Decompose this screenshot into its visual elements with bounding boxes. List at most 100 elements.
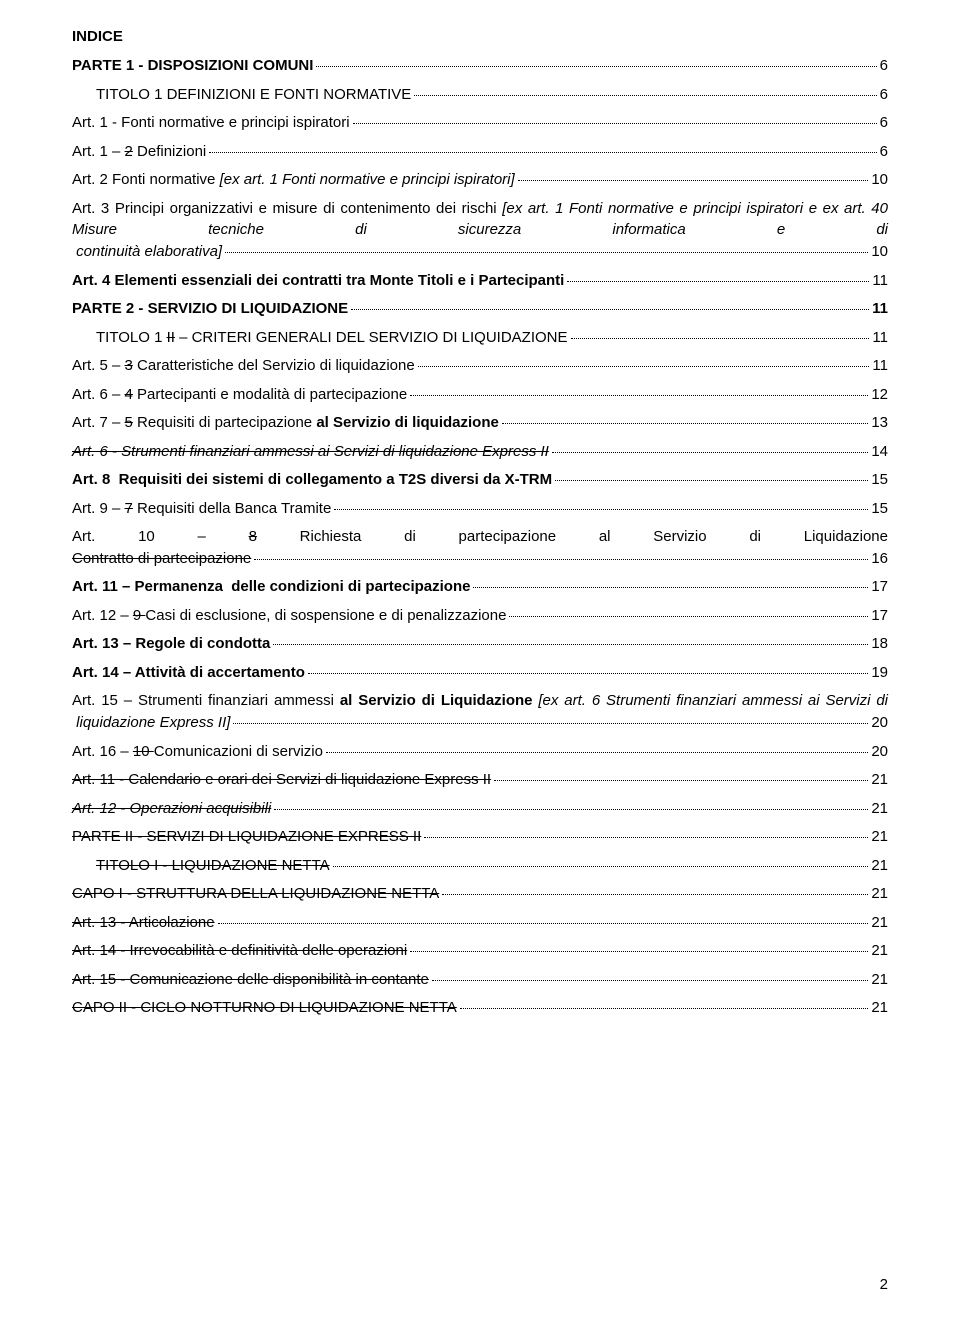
page-number: 2 xyxy=(880,1276,888,1293)
toc-leader-dots xyxy=(308,673,868,674)
toc-entry-text: Art. 12 - Operazioni acquisibili xyxy=(72,798,271,821)
toc-entry: Art. 6 – 4 Partecipanti e modalità di pa… xyxy=(72,384,888,407)
toc-entry-text: Art. 4 Elementi essenziali dei contratti… xyxy=(72,270,564,293)
toc-leader-dots xyxy=(209,152,876,153)
document-page: INDICE PARTE 1 - DISPOSIZIONI COMUNI6TIT… xyxy=(0,0,960,1317)
toc-leader-dots xyxy=(502,423,868,424)
toc-page-number: 11 xyxy=(872,270,888,293)
toc-entry-text: Art. 6 - Strumenti finanziari ammessi ai… xyxy=(72,441,549,464)
toc-page-number: 19 xyxy=(871,662,888,685)
toc-entry-text-tail: continuità elaborativa] xyxy=(72,241,222,264)
toc-entry: Art. 14 - Irrevocabilità e definitività … xyxy=(72,940,888,963)
toc-entry: Art. 1 – 2 Definizioni 6 xyxy=(72,141,888,164)
toc-page-number: 11 xyxy=(872,298,888,321)
toc-leader-dots xyxy=(555,480,868,481)
toc-leader-dots xyxy=(218,923,869,924)
toc-entry-text: Art. 9 – 7 Requisiti della Banca Tramite xyxy=(72,498,331,521)
toc-entry-text: PARTE 1 - DISPOSIZIONI COMUNI xyxy=(72,55,313,78)
toc-entry: Art. 5 – 3 Caratteristiche del Servizio … xyxy=(72,355,888,378)
toc-entry: Art. 7 – 5 Requisiti di partecipazione a… xyxy=(72,412,888,435)
toc-page-number: 10 xyxy=(871,241,888,264)
toc-entry: TITOLO I - LIQUIDAZIONE NETTA 21 xyxy=(72,855,888,878)
toc-page-number: 11 xyxy=(872,327,888,350)
toc-entry: PARTE 2 - SERVIZIO DI LIQUIDAZIONE 11 xyxy=(72,298,888,321)
toc-leader-dots xyxy=(567,281,869,282)
toc-page-number: 11 xyxy=(872,355,888,378)
toc-leader-dots xyxy=(414,95,876,96)
toc-entry: PARTE 1 - DISPOSIZIONI COMUNI6 xyxy=(72,55,888,78)
toc-entry: Art. 13 - Articolazione21 xyxy=(72,912,888,935)
toc-entry: Art. 14 – Attività di accertamento 19 xyxy=(72,662,888,685)
toc-entry: Art. 12 – 9 Casi di esclusione, di sospe… xyxy=(72,605,888,628)
toc-entry-lastline: continuità elaborativa] 10 xyxy=(72,241,888,264)
toc-entry-text: PARTE II - SERVIZI DI LIQUIDAZIONE EXPRE… xyxy=(72,826,421,849)
toc-leader-dots xyxy=(460,1008,869,1009)
toc-page-number: 18 xyxy=(871,633,888,656)
toc-leader-dots xyxy=(273,644,868,645)
toc-leader-dots xyxy=(442,894,868,895)
toc-entry-text: TITOLO I - LIQUIDAZIONE NETTA xyxy=(96,855,330,878)
toc-leader-dots xyxy=(418,366,870,367)
toc-entry-text: Art. 2 Fonti normative [ex art. 1 Fonti … xyxy=(72,169,515,192)
toc-page-number: 20 xyxy=(871,741,888,764)
toc-page-number: 13 xyxy=(871,412,888,435)
toc-entry-lastline: liquidazione Express II] 20 xyxy=(72,712,888,735)
toc-leader-dots xyxy=(432,980,868,981)
toc-leader-dots xyxy=(410,951,868,952)
toc-entry-text: Art. 14 - Irrevocabilità e definitività … xyxy=(72,940,407,963)
toc-entry-text-head: Art. 15 – Strumenti finanziari ammessi a… xyxy=(72,690,888,712)
toc-page-number: 6 xyxy=(880,84,888,107)
toc-entry-text: Art. 14 – Attività di accertamento xyxy=(72,662,305,685)
toc-entry-text-head: Art. 3 Principi organizzativi e misure d… xyxy=(72,198,888,242)
toc-entry-text-tail: liquidazione Express II] xyxy=(72,712,230,735)
toc-entry-text-tail: Contratto di partecipazione xyxy=(72,548,251,571)
toc-page-number: 21 xyxy=(871,940,888,963)
toc-entry-lastline: Contratto di partecipazione16 xyxy=(72,548,888,571)
toc-leader-dots xyxy=(410,395,868,396)
toc-leader-dots xyxy=(334,509,868,510)
toc-leader-dots xyxy=(424,837,868,838)
toc-page-number: 21 xyxy=(871,855,888,878)
toc-entry-text: Art. 1 - Fonti normative e principi ispi… xyxy=(72,112,350,135)
toc-entry-text: Art. 1 – 2 Definizioni xyxy=(72,141,206,164)
toc-page-number: 20 xyxy=(871,712,888,735)
toc-leader-dots xyxy=(353,123,877,124)
toc-entry: TITOLO 1 DEFINIZIONI E FONTI NORMATIVE6 xyxy=(72,84,888,107)
toc-page-number: 17 xyxy=(871,605,888,628)
toc-entry-text: Art. 15 - Comunicazione delle disponibil… xyxy=(72,969,429,992)
toc-leader-dots xyxy=(254,559,868,560)
toc-entry: PARTE II - SERVIZI DI LIQUIDAZIONE EXPRE… xyxy=(72,826,888,849)
toc-page-number: 14 xyxy=(871,441,888,464)
toc-entry-text: CAPO I - STRUTTURA DELLA LIQUIDAZIONE NE… xyxy=(72,883,439,906)
toc-leader-dots xyxy=(333,866,869,867)
toc-entry-text: Art. 13 - Articolazione xyxy=(72,912,215,935)
toc-leader-dots xyxy=(351,309,869,310)
toc-entry-text: PARTE 2 - SERVIZIO DI LIQUIDAZIONE xyxy=(72,298,348,321)
toc-page-number: 15 xyxy=(871,498,888,521)
toc-entry: CAPO II - CICLO NOTTURNO DI LIQUIDAZIONE… xyxy=(72,997,888,1020)
toc-leader-dots xyxy=(274,809,868,810)
toc-entry-text: Art. 7 – 5 Requisiti di partecipazione a… xyxy=(72,412,499,435)
toc-leader-dots xyxy=(326,752,868,753)
toc-entry-text: Art. 11 – Permanenza delle condizioni di… xyxy=(72,576,470,599)
toc-entry: Art. 4 Elementi essenziali dei contratti… xyxy=(72,270,888,293)
index-header: INDICE xyxy=(72,28,888,45)
toc-entry-text: Art. 13 – Regole di condotta xyxy=(72,633,270,656)
toc-entry: Art. 11 - Calendario e orari dei Servizi… xyxy=(72,769,888,792)
toc-entry: Art. 6 - Strumenti finanziari ammessi ai… xyxy=(72,441,888,464)
table-of-contents: PARTE 1 - DISPOSIZIONI COMUNI6TITOLO 1 D… xyxy=(72,55,888,1020)
toc-leader-dots xyxy=(518,180,869,181)
toc-page-number: 21 xyxy=(871,883,888,906)
toc-entry-text: Art. 11 - Calendario e orari dei Servizi… xyxy=(72,769,491,792)
toc-page-number: 15 xyxy=(871,469,888,492)
toc-leader-dots xyxy=(233,723,868,724)
toc-entry: Art. 1 - Fonti normative e principi ispi… xyxy=(72,112,888,135)
toc-page-number: 21 xyxy=(871,798,888,821)
toc-page-number: 6 xyxy=(880,141,888,164)
toc-page-number: 12 xyxy=(871,384,888,407)
toc-entry: Art. 13 – Regole di condotta 18 xyxy=(72,633,888,656)
toc-entry-text: Art. 6 – 4 Partecipanti e modalità di pa… xyxy=(72,384,407,407)
toc-entry: Art. 2 Fonti normative [ex art. 1 Fonti … xyxy=(72,169,888,192)
toc-page-number: 6 xyxy=(880,112,888,135)
toc-entry: Art. 9 – 7 Requisiti della Banca Tramite… xyxy=(72,498,888,521)
